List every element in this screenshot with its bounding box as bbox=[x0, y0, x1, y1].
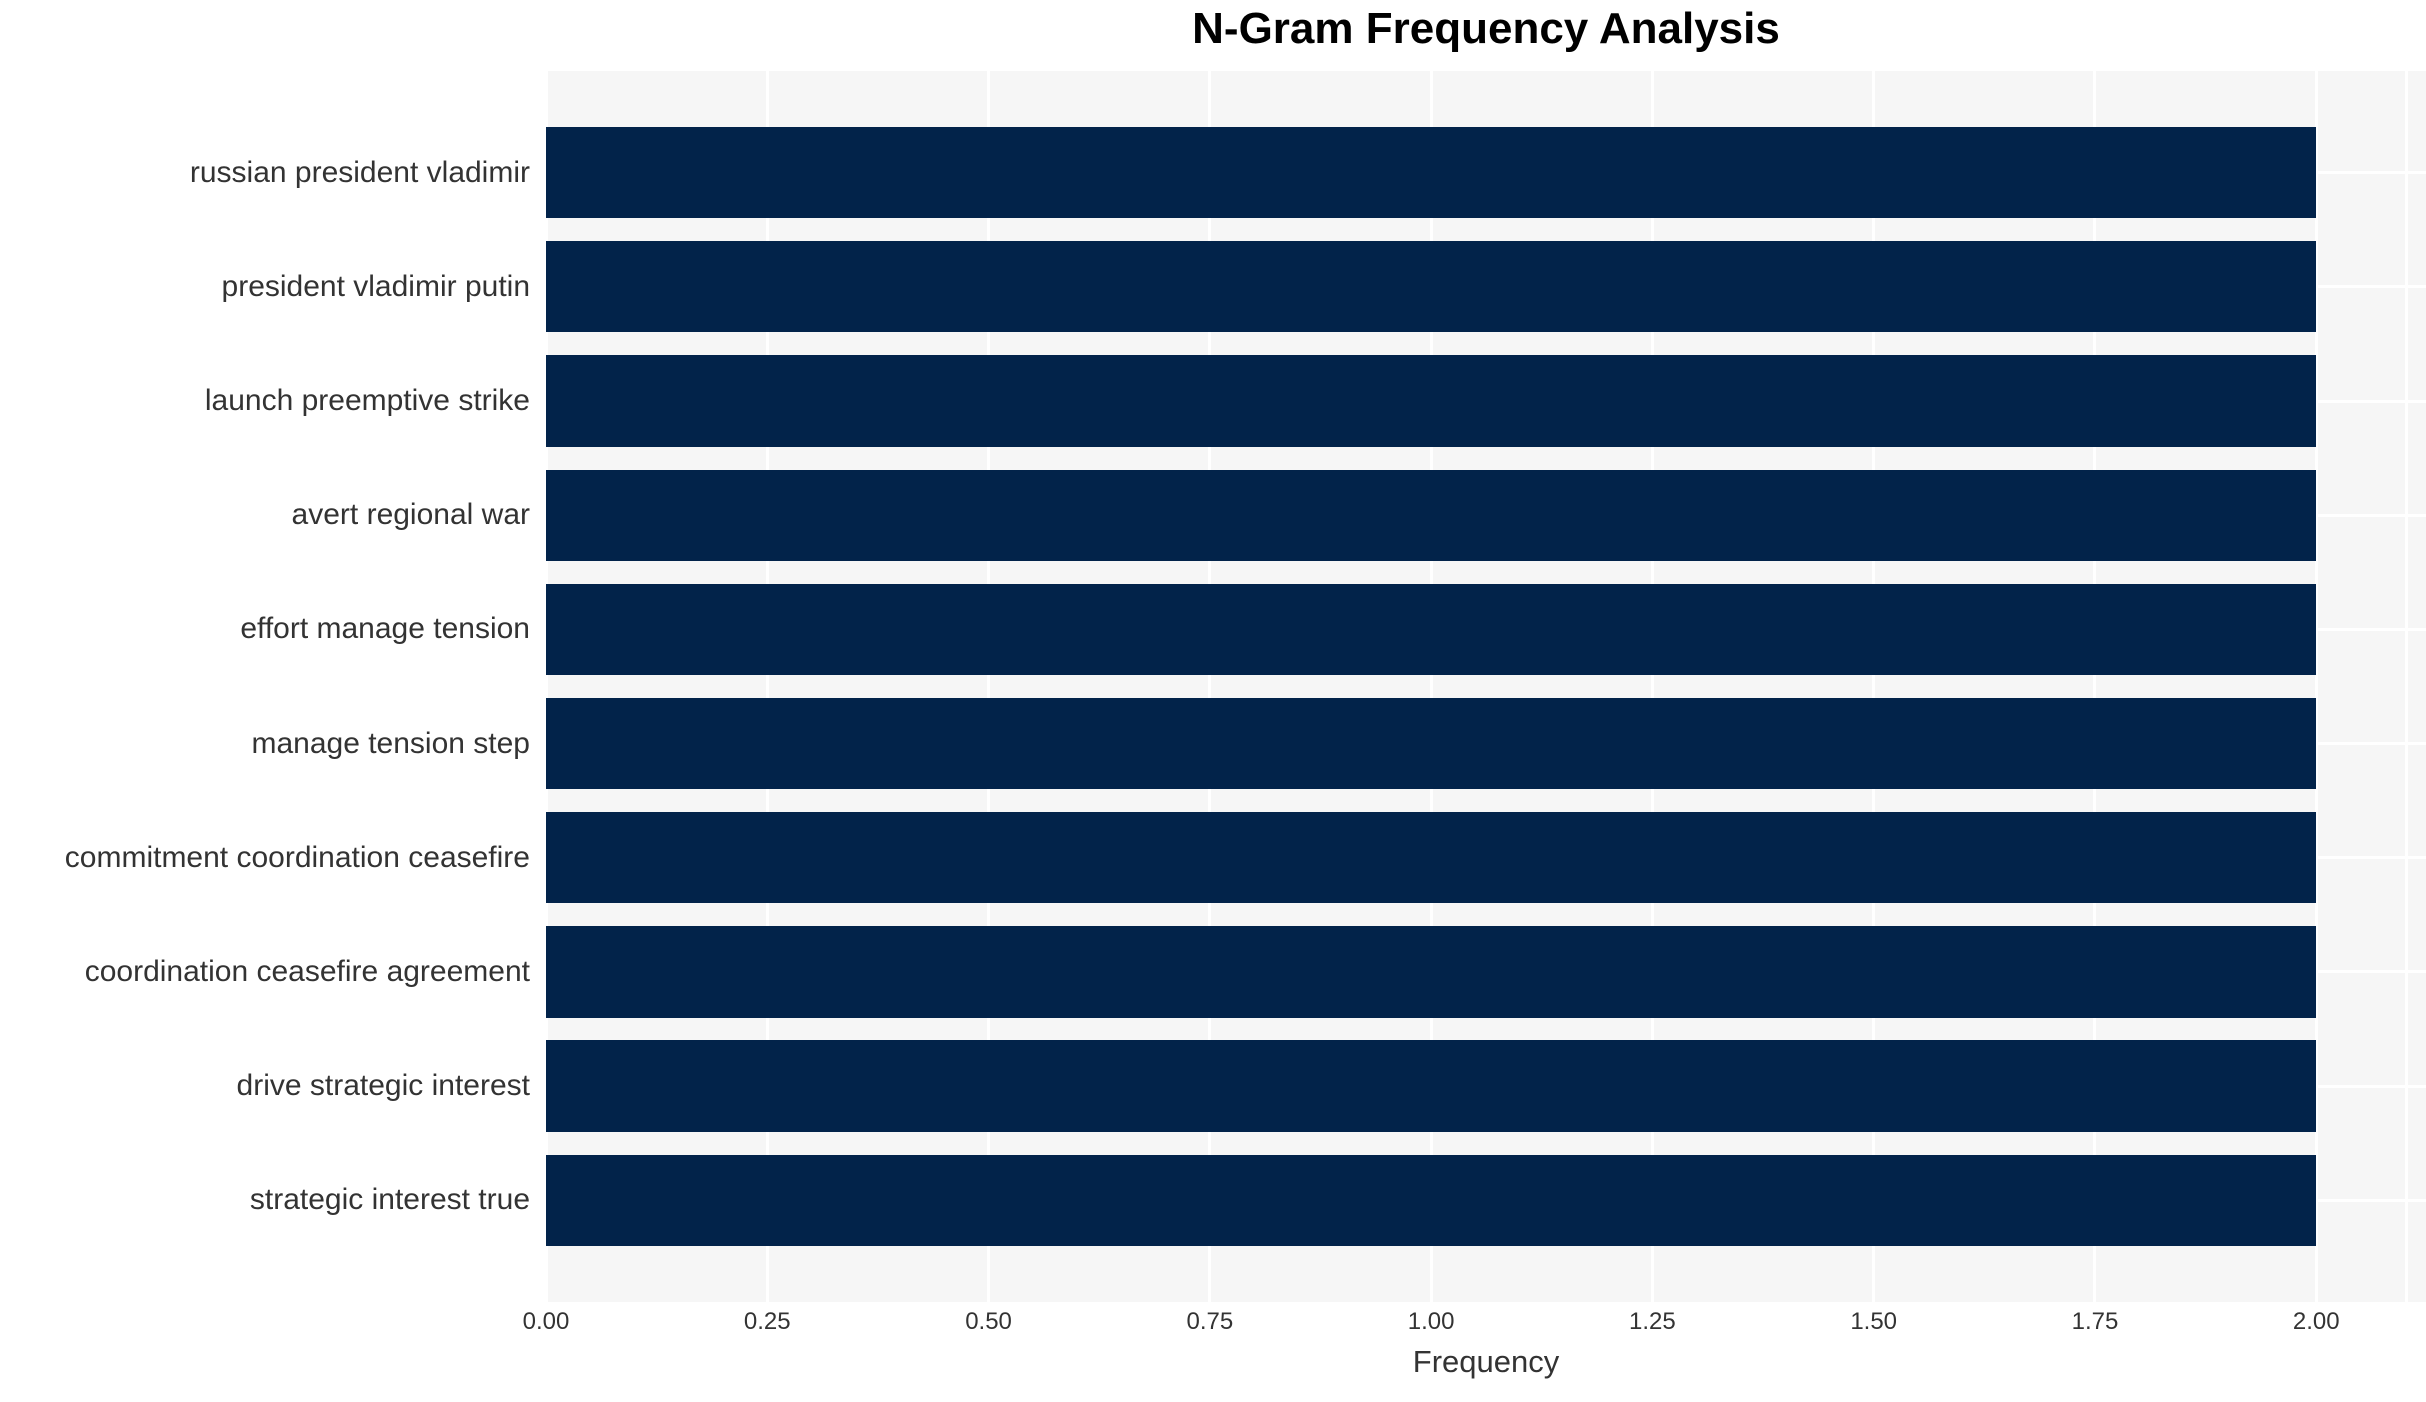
plot-area bbox=[544, 71, 2426, 1302]
y-tick-label: russian president vladimir bbox=[189, 155, 530, 189]
x-tick-label: 0.50 bbox=[965, 1308, 1012, 1335]
x-tick-label: 1.00 bbox=[1407, 1308, 1455, 1335]
x-axis-title: Frequency bbox=[1412, 1344, 1560, 1379]
bar-avert-regional-war bbox=[546, 469, 2317, 561]
x-tick-label: 2.00 bbox=[2292, 1308, 2340, 1335]
x-tick-label: 1.25 bbox=[1629, 1308, 1676, 1335]
vertical-gridline bbox=[765, 71, 769, 1302]
y-tick-label: launch preemptive strike bbox=[204, 384, 530, 418]
chart-title: N-Gram Frequency Analysis bbox=[1192, 4, 1780, 53]
x-tick-label: 0.75 bbox=[1186, 1308, 1234, 1335]
y-tick-label: avert regional war bbox=[291, 498, 530, 532]
vertical-gridline bbox=[544, 71, 548, 1302]
bar-manage-tension-step bbox=[546, 697, 2317, 790]
y-tick-label: commitment coordination ceasefire bbox=[64, 840, 530, 874]
bar-launch-preemptive-strike bbox=[546, 355, 2317, 447]
x-tick-label: 0.25 bbox=[743, 1308, 791, 1335]
vertical-gridline bbox=[987, 71, 991, 1302]
vertical-gridline bbox=[2093, 71, 2097, 1302]
bar-commitment-coordination-ceasefire bbox=[546, 812, 2317, 904]
x-tick-label: 1.75 bbox=[2071, 1308, 2119, 1335]
y-tick-label: effort manage tension bbox=[240, 612, 530, 646]
bar-strategic-interest-true bbox=[546, 1154, 2317, 1247]
y-tick-label: manage tension step bbox=[251, 726, 530, 760]
vertical-gridline bbox=[1208, 71, 1212, 1302]
y-tick-label: strategic interest true bbox=[249, 1183, 530, 1217]
bar-president-vladimir-putin bbox=[546, 241, 2317, 333]
y-tick-label: coordination ceasefire agreement bbox=[84, 954, 530, 988]
vertical-gridline bbox=[2405, 71, 2409, 1302]
bar-russian-president-vladimir bbox=[546, 126, 2317, 219]
x-tick-label: 1.50 bbox=[1850, 1308, 1898, 1335]
bar-coordination-ceasefire-agreement bbox=[546, 926, 2317, 1018]
vertical-gridline bbox=[1650, 71, 1654, 1302]
bar-drive-strategic-interest bbox=[546, 1040, 2317, 1132]
vertical-gridline bbox=[1429, 71, 1433, 1302]
vertical-gridline bbox=[2314, 71, 2318, 1302]
bar-effort-manage-tension bbox=[546, 583, 2317, 676]
x-tick-label: 0.00 bbox=[522, 1308, 570, 1335]
y-tick-label: president vladimir putin bbox=[221, 269, 530, 303]
vertical-gridline bbox=[1872, 71, 1876, 1302]
y-tick-label: drive strategic interest bbox=[236, 1069, 530, 1103]
